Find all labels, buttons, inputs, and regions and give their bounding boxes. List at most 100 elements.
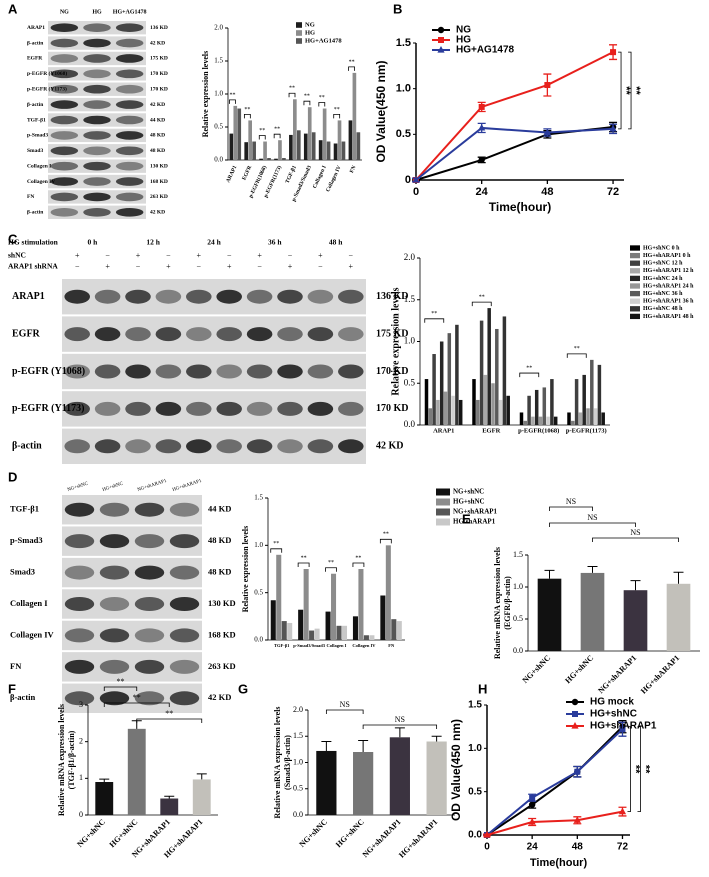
y-tick-label: 1.5 <box>468 700 482 711</box>
blot-band <box>50 161 79 171</box>
blot-band <box>307 364 334 379</box>
x-tick-label: TGF-β1 <box>285 165 298 185</box>
significance-bracket <box>348 66 355 71</box>
blot-kd-label: 170 KD <box>376 366 409 377</box>
y-tick-label: 0.5 <box>214 123 223 131</box>
y-tick-label: 1.5 <box>396 37 411 49</box>
y-tick-label: 0.0 <box>254 636 263 644</box>
y-tick-label: 1 <box>79 773 83 782</box>
blot-kd-label: 170 KD <box>376 403 409 414</box>
bar <box>666 583 691 651</box>
significance-bracket <box>592 537 679 542</box>
blot-sign: + <box>197 251 202 260</box>
significance-label: ** <box>319 95 325 101</box>
x-axis-label: Time(hour) <box>489 200 551 214</box>
bar <box>506 395 510 425</box>
bar <box>276 554 282 640</box>
error-bar <box>630 580 641 591</box>
blot-band <box>64 565 95 580</box>
marker <box>528 818 536 825</box>
x-axis-label: Time(hour) <box>530 857 588 869</box>
bar <box>248 120 253 160</box>
blot-band <box>246 289 273 304</box>
significance-label: ** <box>349 59 355 65</box>
blot-time-label: 36 h <box>268 238 282 247</box>
blot-band <box>125 364 151 379</box>
x-tick-label: TGF-β1 <box>274 643 290 648</box>
bar <box>326 141 331 160</box>
bar <box>389 737 410 815</box>
bar <box>531 416 535 425</box>
blot-kd-label: 136 KD <box>376 291 409 302</box>
panel-label: B <box>393 1 402 16</box>
blot-band <box>50 192 79 202</box>
x-tick-label: NG+shNC <box>75 817 107 849</box>
blot-header-row-label: ARAP1 shRNA <box>8 262 58 271</box>
blot-row-label: β-actin <box>10 692 36 702</box>
bar <box>483 374 488 425</box>
bar <box>479 320 484 425</box>
y-axis-label: (EGFR/β-actin) <box>503 576 512 630</box>
bar <box>567 412 571 425</box>
blot-lane-label: HG+shARAP1 <box>172 479 203 493</box>
bar <box>95 782 114 815</box>
legend-marker <box>572 711 578 717</box>
bar <box>337 120 342 160</box>
error-bar <box>673 571 684 584</box>
blot-band <box>115 100 144 109</box>
blot-band <box>125 327 151 342</box>
x-tick-label: HG+shNC <box>108 817 140 849</box>
bar <box>303 569 309 640</box>
legend-label: NG+shNC <box>453 488 484 496</box>
y-axis-label: (Smad3/β-actin) <box>283 735 292 790</box>
bar <box>356 132 361 160</box>
significance-label: NS <box>395 715 405 724</box>
blot-row-label: TGF-β1 <box>10 504 39 514</box>
significance-label: ** <box>259 128 265 134</box>
x-tick-label: p-EGFR(1173) <box>566 427 607 434</box>
blot-lane-label: HG <box>92 9 102 15</box>
blot-row-label: ARAP1 <box>27 25 45 31</box>
bar <box>259 158 263 160</box>
bar <box>586 408 590 425</box>
blot-band <box>99 628 130 643</box>
blot-band <box>115 208 144 217</box>
error-bar <box>358 739 369 752</box>
blot-row-label: Smad3 <box>27 148 43 154</box>
marker <box>544 82 551 89</box>
bar <box>307 107 312 160</box>
y-tick-label: 0.5 <box>293 784 303 793</box>
significance-label: NS <box>630 528 640 537</box>
bar <box>341 141 346 160</box>
blot-band <box>277 401 303 416</box>
significance-bracket <box>549 506 593 511</box>
blot-row-label: β-actin <box>12 441 42 452</box>
significance-bracket <box>549 522 636 527</box>
blot-band <box>64 502 95 517</box>
legend-swatch <box>296 30 302 36</box>
blot-band <box>115 84 144 94</box>
significance-bracket <box>243 114 251 119</box>
significance-label: ** <box>229 92 235 98</box>
blot-sign: − <box>136 262 141 271</box>
bar <box>623 590 648 651</box>
blot-band <box>115 69 144 79</box>
significance-label: ** <box>133 693 141 702</box>
y-tick-label: 0.0 <box>214 156 223 164</box>
y-axis-label: Relative mRNA expression levels <box>57 704 66 816</box>
y-tick-label: 1.5 <box>404 294 416 304</box>
blot-kd-label: 42 KD <box>150 102 165 108</box>
blot-band <box>64 691 95 706</box>
blot-sign: + <box>349 262 354 271</box>
blot-band <box>50 84 79 94</box>
blot-band <box>50 100 79 109</box>
panel-label: E <box>462 511 471 526</box>
marker <box>618 807 627 815</box>
legend-swatch <box>630 245 640 251</box>
blot-band <box>64 401 90 416</box>
legend-swatch <box>630 268 640 274</box>
significance-bracket <box>288 92 296 98</box>
blot-kd-label: 48 KD <box>150 133 165 139</box>
blot-sign: − <box>166 251 171 260</box>
legend-swatch <box>436 518 450 526</box>
